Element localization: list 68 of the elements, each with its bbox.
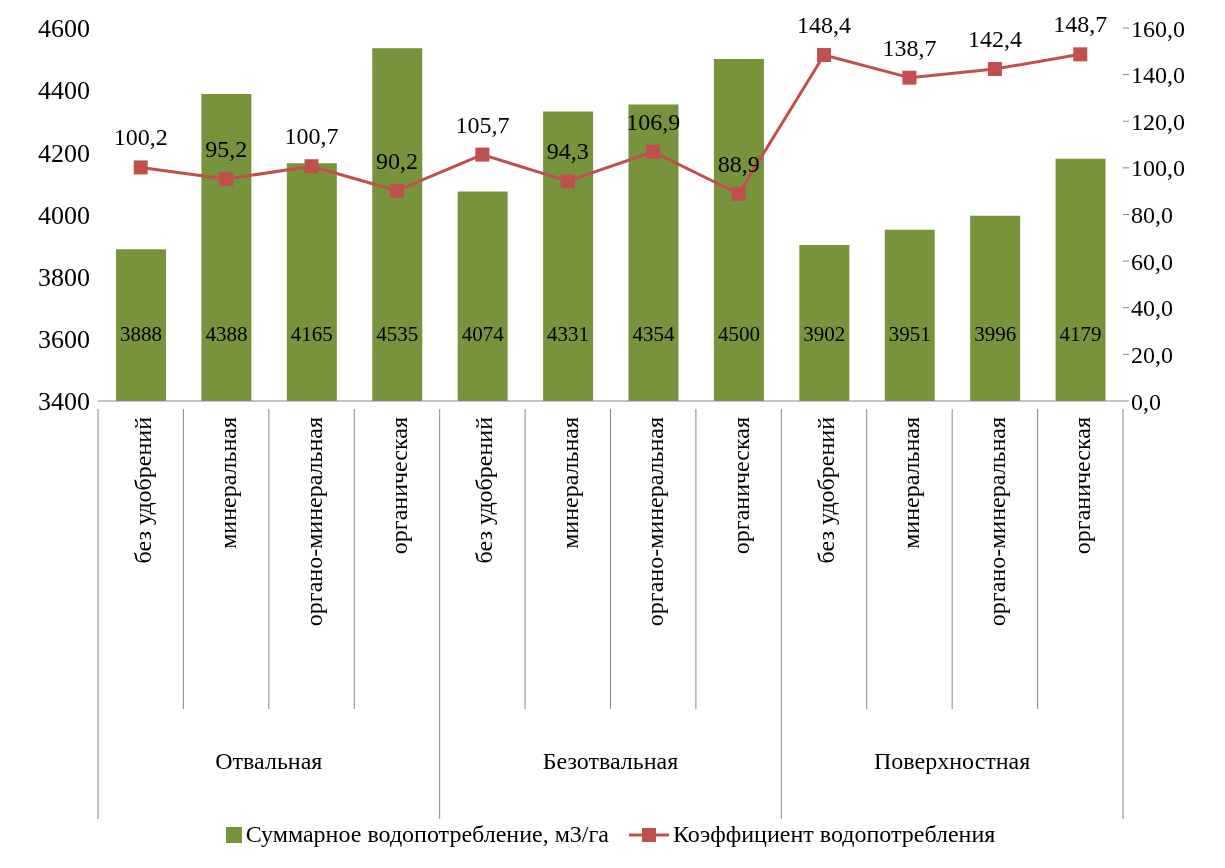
point — [133, 160, 148, 175]
text: Безотвальная — [542, 748, 679, 774]
data-label: 4535 — [376, 322, 419, 346]
data-label: 138,7 — [882, 34, 937, 61]
x-tick-label: органо-минеральная — [642, 417, 669, 627]
data-label: 4500 — [717, 322, 760, 346]
data-label: 3951 — [888, 322, 931, 346]
point — [817, 48, 832, 63]
data-label: 3902 — [803, 322, 846, 346]
y2-tick-label: 60,0 — [1131, 248, 1173, 275]
legend-label: Суммарное водопотребление, м3/га — [245, 821, 609, 848]
x-tick-label: минеральная — [898, 417, 925, 549]
y-tick-label: 4000 — [38, 200, 90, 230]
data-label: 4074 — [461, 322, 505, 346]
point — [560, 174, 575, 189]
data-label: 105,7 — [455, 111, 510, 138]
data-label: 4388 — [205, 322, 248, 346]
x-tick-label: без удобрений — [471, 416, 498, 564]
point — [304, 159, 319, 174]
x-tick-label: минеральная — [556, 417, 583, 549]
text: Отвальная — [215, 748, 323, 774]
data-label: 95,2 — [205, 136, 248, 163]
x-tick-label: органическая — [1069, 417, 1096, 555]
data-label: 4331 — [547, 322, 590, 346]
y-tick-label: 4600 — [38, 14, 90, 44]
data-label: 142,4 — [967, 26, 1022, 53]
y2-tick-label: 40,0 — [1131, 295, 1173, 322]
x-tick-label: без удобрений — [129, 416, 156, 564]
point — [219, 172, 234, 187]
data-label: 3996 — [974, 322, 1017, 346]
data-label: 3888 — [120, 322, 162, 346]
text: Поверхностная — [874, 748, 1031, 774]
data-label: 90,2 — [375, 147, 418, 174]
point — [902, 70, 917, 85]
point — [646, 144, 661, 159]
data-label: 4179 — [1059, 322, 1102, 346]
y-tick-label: 3600 — [38, 325, 90, 355]
x-tick-label: органо-минеральная — [300, 417, 327, 627]
y-tick-label: 4400 — [38, 76, 90, 106]
y2-tick-label: 120,0 — [1131, 108, 1185, 135]
y-tick-label: 3400 — [38, 387, 90, 417]
data-label: 94,3 — [546, 138, 589, 165]
legend-label: Коэффициент водопотребления — [672, 821, 996, 848]
point — [987, 62, 1002, 77]
data-label: 88,9 — [717, 150, 760, 177]
x-tick-label: органическая — [385, 417, 412, 555]
point — [731, 186, 746, 201]
point — [475, 147, 490, 162]
x-tick-label: органическая — [727, 417, 754, 555]
x-tick-label: без удобрений — [813, 416, 840, 564]
x-tick-label: минеральная — [215, 417, 242, 549]
y2-tick-label: 100,0 — [1131, 155, 1185, 182]
point — [389, 183, 404, 198]
data-label: 148,4 — [797, 12, 852, 39]
y2-tick-label: 160,0 — [1131, 15, 1185, 42]
y2-tick-label: 20,0 — [1131, 341, 1173, 368]
x-tick-label: органо-минеральная — [983, 417, 1010, 627]
data-label: 100,7 — [284, 123, 339, 150]
y-tick-label: 3800 — [38, 262, 90, 292]
point — [1073, 47, 1088, 62]
y2-tick-label: 140,0 — [1131, 62, 1185, 89]
data-label: 100,2 — [113, 124, 168, 151]
y2-tick-label: 0,0 — [1131, 388, 1161, 415]
data-label: 148,7 — [1053, 11, 1108, 38]
data-label: 4354 — [632, 322, 675, 346]
y-tick-label: 4200 — [38, 138, 90, 168]
data-label: 4165 — [290, 322, 333, 346]
y2-tick-label: 80,0 — [1131, 202, 1173, 229]
